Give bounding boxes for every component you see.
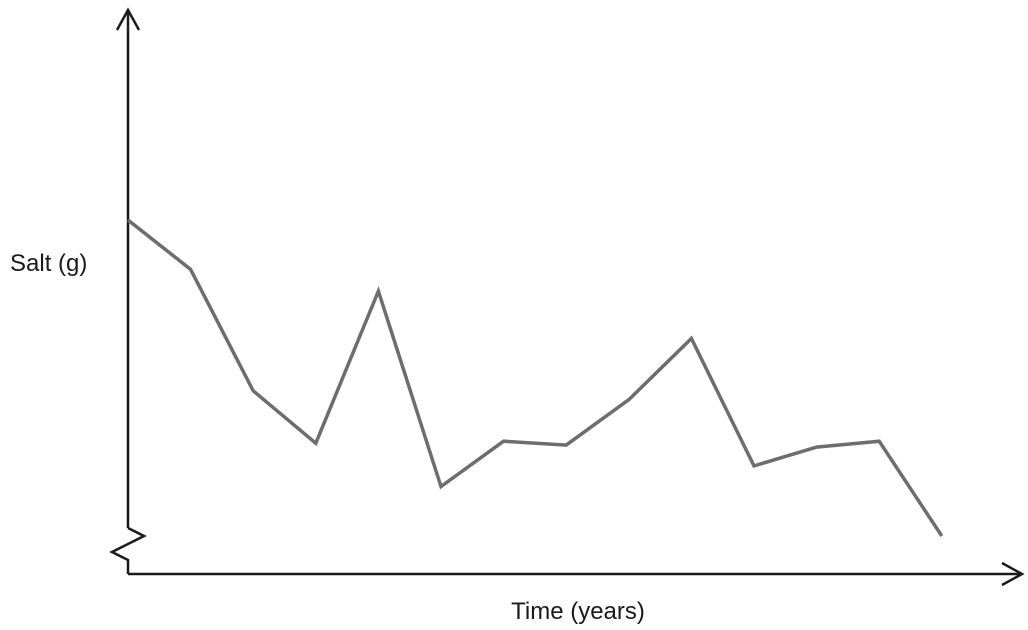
series-layer bbox=[126, 218, 944, 537]
y-axis-label: Salt (g) bbox=[10, 250, 87, 277]
axes bbox=[109, 7, 1025, 587]
series-line bbox=[126, 218, 944, 537]
y-axis-arrow bbox=[115, 7, 141, 31]
y-axis-break bbox=[109, 526, 147, 574]
x-axis-arrow bbox=[1001, 561, 1025, 587]
x-axis-label: Time (years) bbox=[511, 598, 645, 625]
